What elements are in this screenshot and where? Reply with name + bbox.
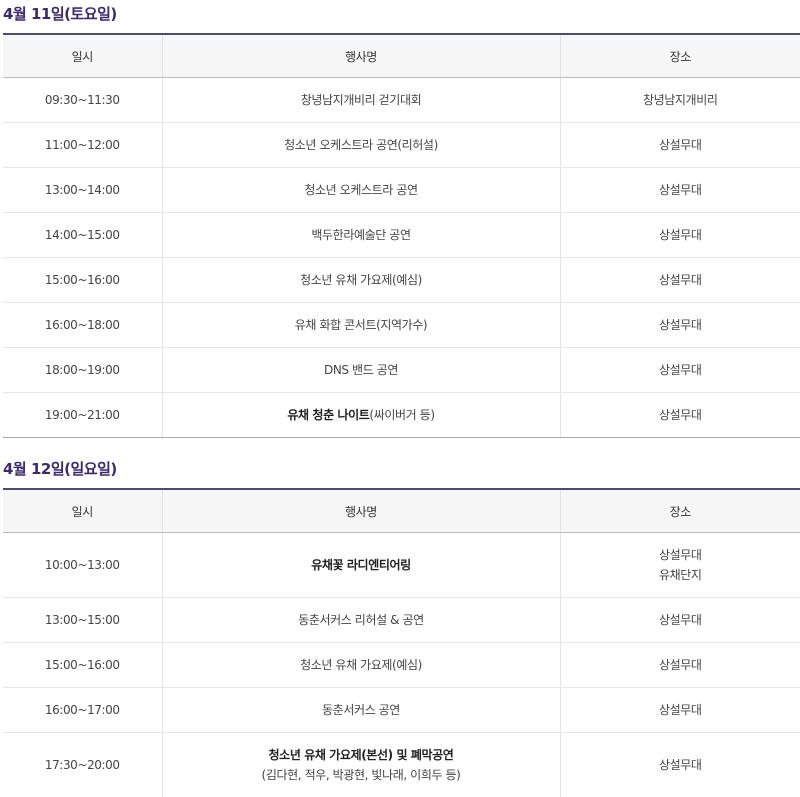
- table-row: 14:00~15:00 백두한라예술단 공연 상설무대: [3, 213, 800, 258]
- event-name: 청소년 오케스트라 공연: [304, 183, 417, 197]
- time-cell: 19:00~21:00: [3, 393, 162, 438]
- time-cell: 13:00~15:00: [3, 598, 162, 643]
- place: 상설무대: [659, 548, 702, 562]
- event-name-bold: 유채 청춘 나이트: [287, 408, 369, 422]
- time-cell: 15:00~16:00: [3, 258, 162, 303]
- column-header: 행사명: [162, 489, 560, 533]
- place-cell: 상설무대: [560, 303, 800, 348]
- place: 상설무대: [659, 658, 702, 672]
- table-row: 15:00~16:00 청소년 유채 가요제(예심) 상설무대: [3, 258, 800, 303]
- event-name: 청소년 유채 가요제(예심): [300, 658, 422, 672]
- place-cell: 상설무대: [560, 213, 800, 258]
- column-header: 장소: [560, 34, 800, 78]
- event-cell: 청소년 유채 가요제(예심): [162, 643, 560, 688]
- table-row: 15:00~16:00 청소년 유채 가요제(예심) 상설무대: [3, 643, 800, 688]
- event-name: 동춘서커스 리허설 & 공연: [298, 613, 424, 627]
- column-header: 일시: [3, 34, 162, 78]
- time-cell: 18:00~19:00: [3, 348, 162, 393]
- event-cell: 청소년 유채 가요제(예심): [162, 258, 560, 303]
- event-cell: 청소년 오케스트라 공연(리허설): [162, 123, 560, 168]
- event-cell: 동춘서커스 공연: [162, 688, 560, 733]
- time-cell: 16:00~18:00: [3, 303, 162, 348]
- event-detail: (김다현, 적우, 박광현, 빛나래, 이희두 등): [262, 768, 461, 782]
- place-cell: 상설무대: [560, 348, 800, 393]
- table-row: 16:00~18:00 유채 화합 콘서트(지역가수) 상설무대: [3, 303, 800, 348]
- place-cell: 상설무대: [560, 598, 800, 643]
- section-title: 4월 12일(일요일): [3, 460, 800, 479]
- column-header: 일시: [3, 489, 162, 533]
- event-cell: DNS 밴드 공연: [162, 348, 560, 393]
- place: 상설무대: [659, 273, 702, 287]
- event-cell: 동춘서커스 리허설 & 공연: [162, 598, 560, 643]
- time-cell: 16:00~17:00: [3, 688, 162, 733]
- table-row: 13:00~14:00 청소년 오케스트라 공연 상설무대: [3, 168, 800, 213]
- column-header: 행사명: [162, 34, 560, 78]
- event-name: 청소년 유채 가요제(예심): [300, 273, 422, 287]
- place: 상설무대: [659, 408, 702, 422]
- event-cell: 유채 청춘 나이트(싸이버거 등): [162, 393, 560, 438]
- event-name: (싸이버거 등): [369, 408, 434, 422]
- place-cell: 상설무대: [560, 393, 800, 438]
- table-row: 16:00~17:00 동춘서커스 공연 상설무대: [3, 688, 800, 733]
- place-cell: 상설무대: [560, 168, 800, 213]
- event-name-bold: 유채꽃 라디엔티어링: [311, 558, 411, 572]
- event-name: 창녕남지개비리 걷기대회: [301, 93, 421, 107]
- place: 창녕남지개비리: [643, 93, 717, 107]
- table-row: 18:00~19:00 DNS 밴드 공연 상설무대: [3, 348, 800, 393]
- event-name: DNS 밴드 공연: [324, 363, 398, 377]
- time-cell: 10:00~13:00: [3, 533, 162, 598]
- place: 상설무대: [659, 183, 702, 197]
- place: 상설무대: [659, 318, 702, 332]
- event-cell: 창녕남지개비리 걷기대회: [162, 78, 560, 123]
- place: 상설무대: [659, 613, 702, 627]
- table-row: 09:30~11:30 창녕남지개비리 걷기대회 창녕남지개비리: [3, 78, 800, 123]
- place: 상설무대: [659, 363, 702, 377]
- time-cell: 14:00~15:00: [3, 213, 162, 258]
- event-cell: 청소년 오케스트라 공연: [162, 168, 560, 213]
- place: 상설무대: [659, 703, 702, 717]
- place-cell: 상설무대: [560, 688, 800, 733]
- column-header: 장소: [560, 489, 800, 533]
- time-cell: 11:00~12:00: [3, 123, 162, 168]
- table-row: 19:00~21:00 유채 청춘 나이트(싸이버거 등) 상설무대: [3, 393, 800, 438]
- time-cell: 09:30~11:30: [3, 78, 162, 123]
- place-cell: 상설무대: [560, 643, 800, 688]
- event-cell: 유채 화합 콘서트(지역가수): [162, 303, 560, 348]
- place-secondary: 유채단지: [659, 568, 702, 582]
- event-name: 백두한라예술단 공연: [311, 228, 410, 242]
- event-name: 동춘서커스 공연: [322, 703, 400, 717]
- time-cell: 13:00~14:00: [3, 168, 162, 213]
- event-name: 유채 화합 콘서트(지역가수): [295, 318, 427, 332]
- event-cell: 백두한라예술단 공연: [162, 213, 560, 258]
- place-cell: 창녕남지개비리: [560, 78, 800, 123]
- place-cell: 상설무대: [560, 258, 800, 303]
- place: 상설무대: [659, 228, 702, 242]
- time-cell: 15:00~16:00: [3, 643, 162, 688]
- table-row: 11:00~12:00 청소년 오케스트라 공연(리허설) 상설무대: [3, 123, 800, 168]
- event-cell: 유채꽃 라디엔티어링: [162, 533, 560, 598]
- table-row: 13:00~15:00 동춘서커스 리허설 & 공연 상설무대: [3, 598, 800, 643]
- section-title: 4월 11일(토요일): [3, 0, 800, 24]
- place-cell: 상설무대: [560, 123, 800, 168]
- event-name-bold: 청소년 유채 가요제(본선) 및 폐막공연: [269, 748, 454, 762]
- place: 상설무대: [659, 758, 702, 772]
- event-name: 청소년 오케스트라 공연(리허설): [284, 138, 438, 152]
- place: 상설무대: [659, 138, 702, 152]
